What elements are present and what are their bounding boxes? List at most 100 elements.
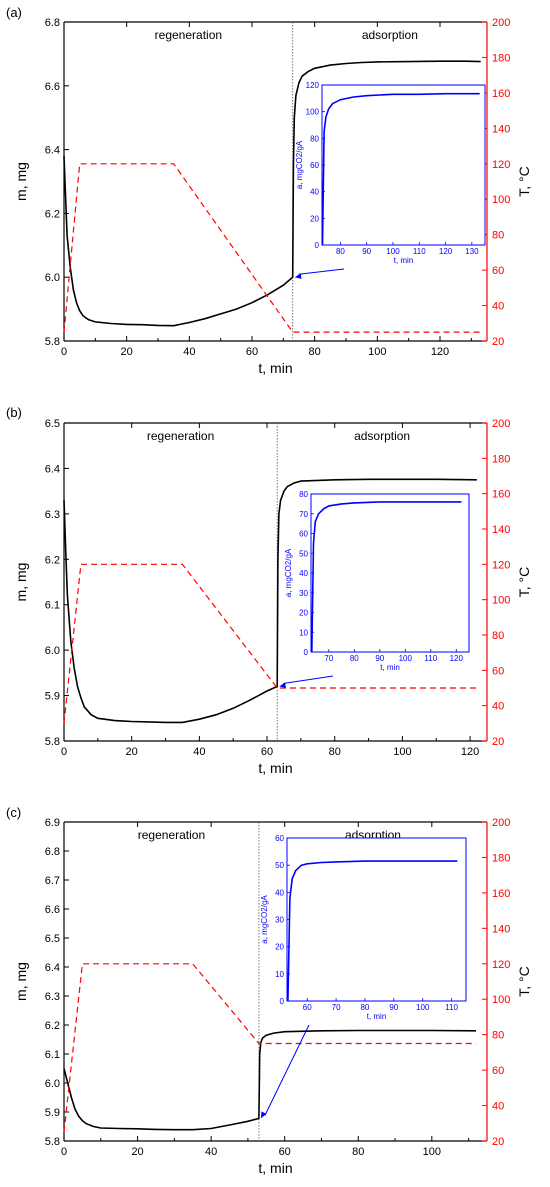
inset-pointer-arrow xyxy=(298,268,345,275)
inset-y-tick-label: 40 xyxy=(275,888,284,897)
y-tick-label: 6.0 xyxy=(45,645,60,657)
y-tick-label: 6.8 xyxy=(45,17,60,29)
inset-y-tick-label: 30 xyxy=(275,916,284,925)
y2-axis-title: T, °C xyxy=(516,567,532,598)
inset-x-tick-label: 90 xyxy=(362,247,371,256)
inset-x-tick-label: 120 xyxy=(450,654,464,663)
y-tick-label: 6.7 xyxy=(45,875,60,887)
x-tick-label: 120 xyxy=(461,746,479,758)
inset-y-tick-label: 70 xyxy=(299,510,308,519)
y-tick-label: 5.9 xyxy=(45,1107,60,1119)
y2-tick-label: 20 xyxy=(492,336,504,348)
inset-chart: 80 90 100 110 120 130 0 20 40 60 80 100 120 t, min a, … xyxy=(295,81,486,265)
inset-y-tick-label: 40 xyxy=(299,569,308,578)
region-label-regeneration: regeneration xyxy=(138,828,205,842)
inset-x-tick-label: 120 xyxy=(439,247,453,256)
x-axis-title: t, min xyxy=(258,1160,292,1176)
y2-tick-label: 60 xyxy=(492,1065,504,1077)
y2-tick-label: 60 xyxy=(492,665,504,677)
x-tick-label: 80 xyxy=(352,1146,364,1158)
y-tick-label: 6.2 xyxy=(45,1020,60,1032)
inset-y-tick-label: 80 xyxy=(310,134,319,143)
inset-y-tick-label: 40 xyxy=(310,188,319,197)
inset-adsorption-line xyxy=(311,501,462,653)
y2-tick-label: 180 xyxy=(492,52,510,64)
inset-y-tick-label: 120 xyxy=(306,81,320,90)
panel-label: (c) xyxy=(6,805,21,820)
x-tick-label: 80 xyxy=(329,746,341,758)
inset-x-axis-title: t, min xyxy=(380,663,400,672)
region-label-regeneration: regeneration xyxy=(155,28,222,42)
y2-tick-label: 140 xyxy=(492,123,510,135)
y2-axis-title: T, °C xyxy=(516,966,532,997)
y-tick-label: 6.0 xyxy=(45,272,60,284)
y-tick-label: 6.1 xyxy=(45,600,60,612)
x-tick-label: 100 xyxy=(368,346,386,358)
x-tick-label: 20 xyxy=(131,1146,143,1158)
inset-x-tick-label: 60 xyxy=(303,1003,312,1012)
inset-frame xyxy=(321,84,486,246)
inset-x-tick-label: 110 xyxy=(424,654,437,663)
y2-tick-label: 160 xyxy=(492,489,510,501)
panel-label: (b) xyxy=(6,405,22,420)
region-label-adsorption: adsorption xyxy=(362,28,418,42)
inset-adsorption-line xyxy=(287,860,458,1002)
inset-chart: 60 70 80 90 100 110 0 10 20 30 40 50 60 t, min a, mgCO… xyxy=(260,834,467,1021)
x-tick-label: 100 xyxy=(423,1146,441,1158)
y2-tick-label: 100 xyxy=(492,194,510,206)
inset-y-tick-label: 10 xyxy=(299,628,308,637)
y2-tick-label: 40 xyxy=(492,701,504,713)
inset-y-tick-label: 20 xyxy=(299,609,308,618)
y-tick-label: 6.4 xyxy=(45,463,60,475)
inset-x-tick-label: 90 xyxy=(375,654,384,663)
inset-frame xyxy=(310,493,470,653)
y2-tick-label: 160 xyxy=(492,88,510,100)
x-tick-label: 60 xyxy=(246,346,258,358)
y2-tick-label: 120 xyxy=(492,159,510,171)
y2-tick-label: 80 xyxy=(492,630,504,642)
inset-pointer-arrow xyxy=(283,675,334,684)
y2-tick-label: 20 xyxy=(492,736,504,748)
y2-axis-title: T, °C xyxy=(516,166,532,197)
inset-x-tick-label: 100 xyxy=(416,1003,430,1012)
inset-y-tick-label: 20 xyxy=(275,943,284,952)
y-axis-title: m, mg xyxy=(13,563,29,602)
x-tick-label: 120 xyxy=(431,346,449,358)
y2-tick-label: 180 xyxy=(492,852,510,864)
inset-y-tick-label: 60 xyxy=(310,161,319,170)
chart-panel-2: (b)0 20 40 60 80 100 1205.85.96.06.16.26.36.46… xyxy=(6,405,532,776)
inset-x-tick-label: 90 xyxy=(389,1003,398,1012)
inset-y-tick-label: 80 xyxy=(299,490,308,499)
y-tick-label: 6.5 xyxy=(45,933,60,945)
y-tick-label: 6.6 xyxy=(45,81,60,93)
y-tick-label: 6.2 xyxy=(45,554,60,566)
chart-panel-1: (a) 0 20 40 60 80 100 120 5.8 6.0 6.2 6.4 6.6 6.8 20 40… xyxy=(6,5,532,376)
y-tick-label: 6.3 xyxy=(45,509,60,521)
temperature-line xyxy=(63,163,481,333)
x-tick-label: 40 xyxy=(193,746,205,758)
region-label-adsorption: adsorption xyxy=(354,429,410,443)
inset-pointer-arrowhead xyxy=(294,273,302,279)
y2-tick-label: 180 xyxy=(492,453,510,465)
y-tick-label: 6.3 xyxy=(45,991,60,1003)
y2-tick-label: 120 xyxy=(492,959,510,971)
panel-label: (a) xyxy=(6,5,22,20)
inset-x-tick-label: 80 xyxy=(336,247,345,256)
inset-x-tick-label: 80 xyxy=(360,1003,369,1012)
inset-x-axis-title: t, min xyxy=(394,256,414,265)
inset-x-tick-label: 110 xyxy=(413,247,426,256)
inset-chart: 70 80 90 100 110 120 0 10 20 30 40 50 60 70 80 t, min a,… xyxy=(284,490,470,672)
inset-adsorption-line xyxy=(321,92,480,246)
y2-tick-label: 200 xyxy=(492,418,510,430)
inset-pointer-arrow xyxy=(264,1024,310,1116)
mass-line xyxy=(63,1029,477,1131)
inset-x-tick-label: 80 xyxy=(350,654,359,663)
inset-pointer-arrowhead xyxy=(260,1111,267,1119)
x-tick-label: 60 xyxy=(261,746,273,758)
inset-y-tick-label: 30 xyxy=(299,589,308,598)
temperature-line xyxy=(63,563,477,724)
y-tick-label: 5.8 xyxy=(45,336,60,348)
mass-line xyxy=(63,478,477,724)
x-tick-label: 80 xyxy=(309,346,321,358)
x-tick-label: 20 xyxy=(121,346,133,358)
